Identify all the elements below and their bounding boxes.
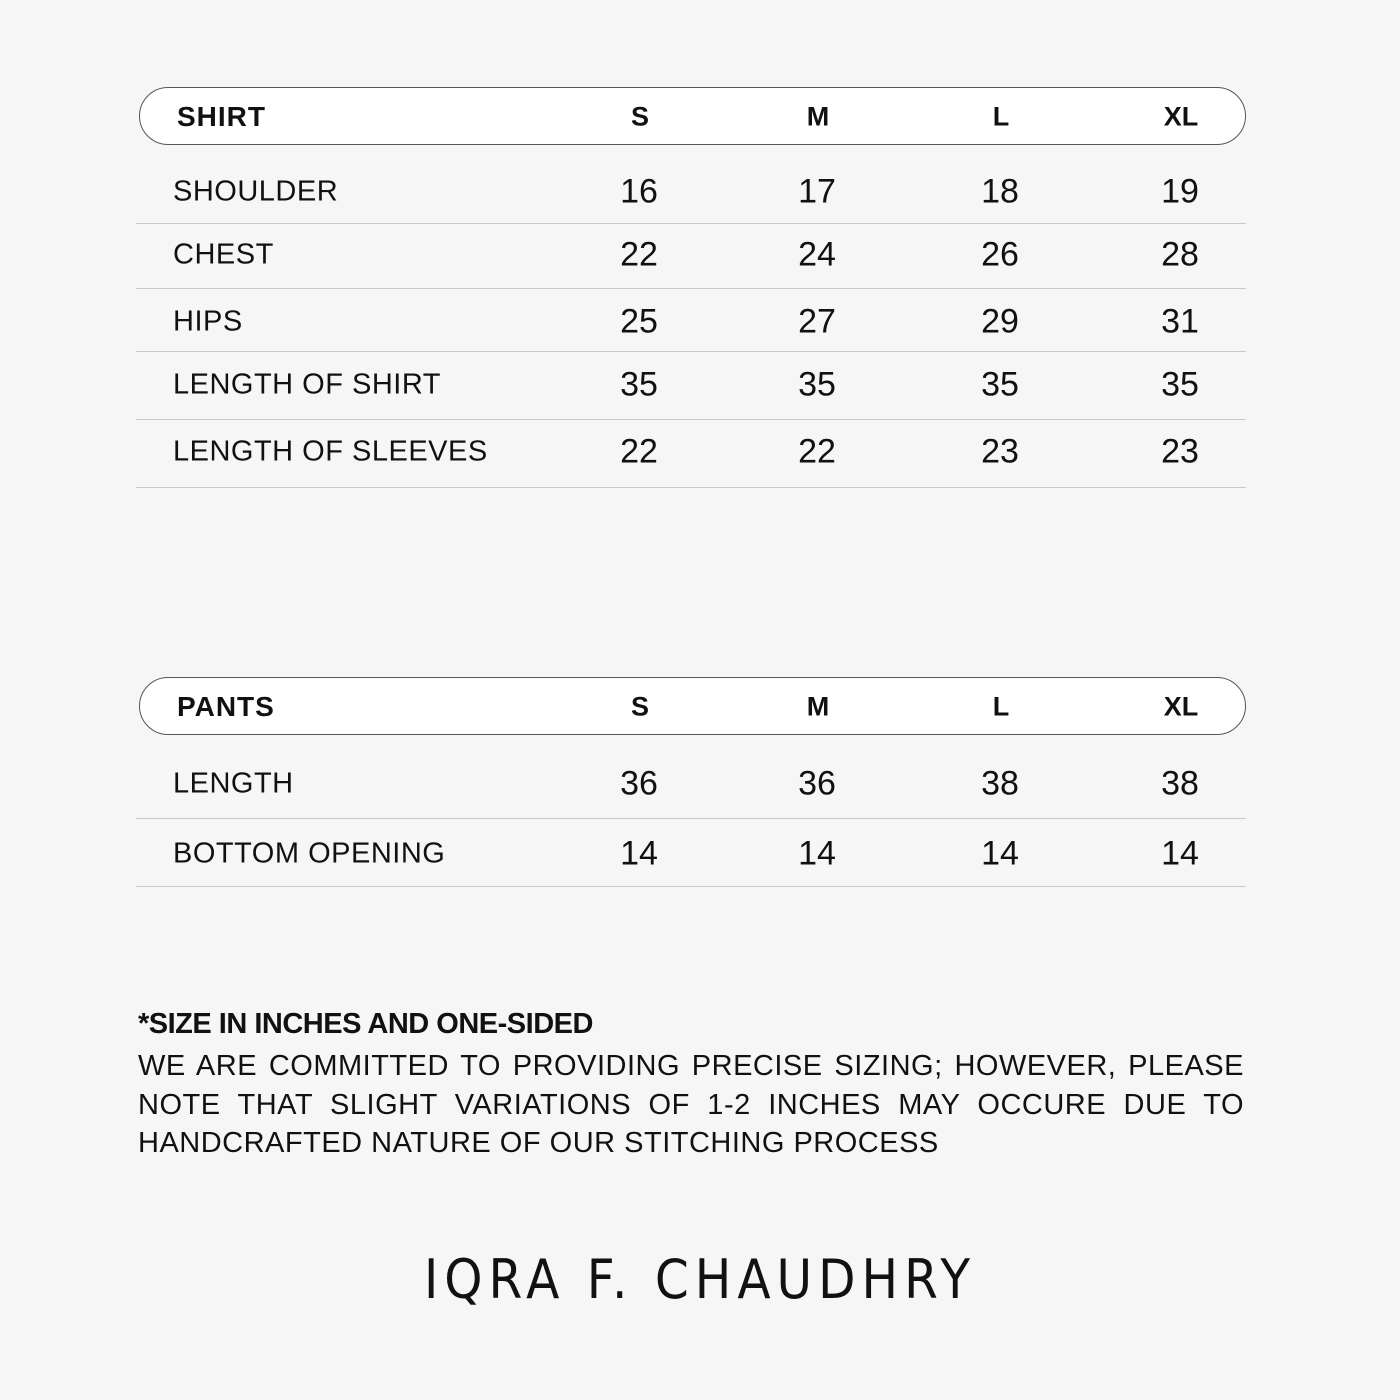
value-cell: 24 bbox=[798, 235, 836, 274]
value-cell: 25 bbox=[620, 302, 658, 341]
pants-title: PANTS bbox=[177, 691, 275, 722]
row-divider bbox=[136, 818, 1246, 820]
notes-title: *SIZE IN INCHES AND ONE-SIDED bbox=[138, 1008, 593, 1040]
size-notes: *SIZE IN INCHES AND ONE-SIDED WE ARE COM… bbox=[138, 1008, 1244, 1163]
row-divider bbox=[136, 223, 1246, 225]
value-cell: 14 bbox=[620, 834, 658, 873]
size-header-s: S bbox=[630, 691, 650, 722]
value-cell: 29 bbox=[981, 302, 1019, 341]
shirt-size-table: SHIRT S M L XL SHOULDER 16 17 18 19 CHEST 22 24 26 28 H… bbox=[136, 87, 1246, 489]
value-cell: 17 bbox=[798, 172, 836, 211]
row-label: LENGTH OF SHIRT bbox=[173, 368, 441, 401]
value-cell: 23 bbox=[981, 432, 1019, 471]
value-cell: 14 bbox=[981, 834, 1019, 873]
value-cell: 31 bbox=[1161, 302, 1199, 341]
size-header-m: M bbox=[806, 691, 830, 722]
row-divider bbox=[136, 886, 1246, 888]
value-cell: 35 bbox=[798, 365, 836, 404]
value-cell: 27 bbox=[798, 302, 836, 341]
row-label: LENGTH bbox=[173, 767, 294, 800]
size-header-s: S bbox=[630, 101, 650, 132]
row-divider bbox=[136, 487, 1246, 489]
value-cell: 36 bbox=[798, 764, 836, 803]
value-cell: 38 bbox=[1161, 764, 1199, 803]
value-cell: 26 bbox=[981, 235, 1019, 274]
value-cell: 22 bbox=[798, 432, 836, 471]
value-cell: 35 bbox=[620, 365, 658, 404]
value-cell: 14 bbox=[798, 834, 836, 873]
pants-size-table: PANTS S M L XL LENGTH 36 36 38 38 BOTTOM OPENING 14… bbox=[136, 677, 1246, 889]
pants-header: PANTS S M L XL bbox=[139, 677, 1246, 735]
row-label: HIPS bbox=[173, 305, 243, 338]
value-cell: 38 bbox=[981, 764, 1019, 803]
value-cell: 16 bbox=[620, 172, 658, 211]
value-cell: 23 bbox=[1161, 432, 1199, 471]
size-header-m: M bbox=[806, 101, 830, 132]
value-cell: 14 bbox=[1161, 834, 1199, 873]
size-header-xl: XL bbox=[1163, 101, 1199, 132]
row-label: BOTTOM OPENING bbox=[173, 837, 446, 870]
value-cell: 35 bbox=[1161, 365, 1199, 404]
value-cell: 35 bbox=[981, 365, 1019, 404]
notes-body: WE ARE COMMITTED TO PROVIDING PRECISE SI… bbox=[138, 1050, 1244, 1159]
size-header-l: L bbox=[992, 101, 1010, 132]
value-cell: 22 bbox=[620, 432, 658, 471]
row-divider bbox=[136, 351, 1246, 353]
row-divider bbox=[136, 419, 1246, 421]
row-label: LENGTH OF SLEEVES bbox=[173, 435, 488, 468]
shirt-header: SHIRT S M L XL bbox=[139, 87, 1246, 145]
value-cell: 28 bbox=[1161, 235, 1199, 274]
value-cell: 19 bbox=[1161, 172, 1199, 211]
value-cell: 22 bbox=[620, 235, 658, 274]
brand-logo: IQRA F. CHAUDHRY bbox=[423, 1248, 977, 1311]
row-label: CHEST bbox=[173, 238, 274, 271]
size-header-l: L bbox=[992, 691, 1010, 722]
value-cell: 36 bbox=[620, 764, 658, 803]
size-header-xl: XL bbox=[1163, 691, 1199, 722]
shirt-title: SHIRT bbox=[177, 101, 266, 132]
row-label: SHOULDER bbox=[173, 175, 339, 208]
row-divider bbox=[136, 288, 1246, 290]
value-cell: 18 bbox=[981, 172, 1019, 211]
